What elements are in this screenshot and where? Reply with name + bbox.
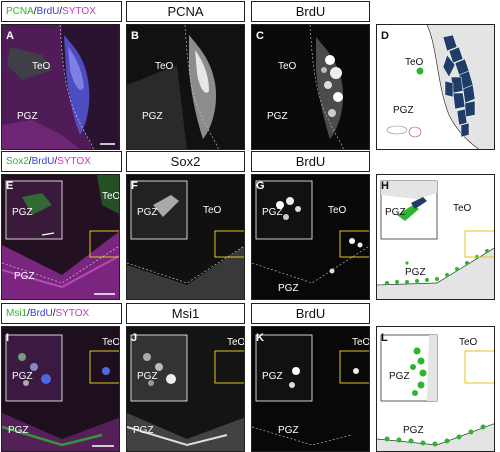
panel-h-schematic: H TeO PGZ PGZ <box>376 174 495 300</box>
header-label: BrdU <box>295 4 326 19</box>
region-label-pgz: PGZ <box>393 105 414 116</box>
header-merge-pcna: PCNA / BrdU / SYTOX <box>1 1 122 22</box>
panel-letter: L <box>381 332 388 344</box>
region-label-teo: TeO <box>32 61 51 72</box>
panel-c-image <box>252 25 369 149</box>
panel-letter: G <box>256 180 265 192</box>
header-pcna: PCNA <box>126 1 245 22</box>
region-label-pgz: PGZ <box>262 371 283 382</box>
header-brdu: BrdU <box>251 303 370 324</box>
header-label: PCNA <box>167 4 204 19</box>
panel-k-image <box>252 327 369 451</box>
region-label-teo: TeO <box>459 337 478 348</box>
panel-j: J TeO PGZ PGZ <box>126 326 245 452</box>
region-label-pgz: PGZ <box>389 371 410 382</box>
header-separator: / <box>27 308 30 319</box>
panel-h-drawing <box>377 180 494 299</box>
region-label-teo: TeO <box>405 57 424 68</box>
region-label-teo: TeO <box>203 205 222 216</box>
panel-c: C TeO PGZ <box>251 24 370 150</box>
panel-letter: F <box>131 180 138 192</box>
region-label-pgz: PGZ <box>133 425 154 436</box>
panel-e-image <box>2 175 119 299</box>
panel-d-schematic: D TeO PGZ <box>376 24 495 150</box>
panel-i: I TeO PGZ PGZ <box>1 326 120 452</box>
panel-b-image <box>127 25 244 149</box>
region-label-teo: TeO <box>453 203 472 214</box>
region-label-pgz: PGZ <box>12 207 33 218</box>
region-label-pgz: PGZ <box>405 267 426 278</box>
header-label-sytox: SYTOX <box>57 156 91 167</box>
header-label: BrdU <box>295 154 326 169</box>
panel-a-image <box>2 25 119 149</box>
panel-letter: K <box>256 332 264 344</box>
panel-d-drawing <box>386 25 494 149</box>
panel-l-drawing <box>377 334 494 451</box>
header-sox2: Sox2 <box>126 151 245 172</box>
header-merge-sox2: Sox2 / BrdU / SYTOX <box>1 151 122 172</box>
region-label-pgz: PGZ <box>403 425 424 436</box>
panel-letter: H <box>381 180 389 192</box>
panel-letter: D <box>381 30 389 42</box>
region-label-pgz: PGZ <box>267 111 288 122</box>
header-label: Msi1 <box>171 306 200 321</box>
region-label-teo: TeO <box>227 337 245 348</box>
region-label-pgz: PGZ <box>137 371 158 382</box>
header-separator: / <box>59 6 63 17</box>
header-label-brdu: BrdU <box>36 6 60 17</box>
panel-letter: I <box>6 332 10 344</box>
panel-letter: B <box>131 30 139 42</box>
panel-g: G TeO PGZ PGZ <box>251 174 370 300</box>
header-separator: / <box>52 308 56 319</box>
header-brdu: BrdU <box>251 151 370 172</box>
header-separator: / <box>33 6 37 17</box>
region-label-teo: TeO <box>278 61 297 72</box>
region-label-pgz: PGZ <box>262 207 283 218</box>
panel-letter: A <box>6 30 14 42</box>
panel-j-image <box>127 327 244 451</box>
region-label-teo: TeO <box>102 337 120 348</box>
header-separator: / <box>28 156 32 167</box>
region-label-pgz: PGZ <box>278 283 299 294</box>
header-brdu: BrdU <box>251 1 370 22</box>
region-label-pgz: PGZ <box>12 371 33 382</box>
panel-letter: J <box>131 332 138 344</box>
region-label-teo: TeO <box>102 191 120 202</box>
region-label-pgz: PGZ <box>8 425 29 436</box>
region-label-teo: TeO <box>352 337 370 348</box>
region-label-pgz: PGZ <box>14 271 35 282</box>
panel-b: B TeO PGZ <box>126 24 245 150</box>
region-label-pgz: PGZ <box>278 425 299 436</box>
region-label-teo: TeO <box>155 61 174 72</box>
panel-k: K TeO PGZ PGZ <box>251 326 370 452</box>
header-label-marker: Msi1 <box>6 308 28 319</box>
panel-e: E TeO PGZ PGZ <box>1 174 120 300</box>
region-label-pgz: PGZ <box>142 111 163 122</box>
header-label-sytox: SYTOX <box>62 6 96 17</box>
region-label-pgz: PGZ <box>17 111 38 122</box>
header-separator: / <box>54 156 58 167</box>
header-label-brdu: BrdU <box>31 156 55 167</box>
header-msi1: Msi1 <box>126 303 245 324</box>
header-label-sytox: SYTOX <box>55 308 90 319</box>
region-label-pgz: PGZ <box>385 207 406 218</box>
header-label: Sox2 <box>170 154 201 169</box>
header-label: BrdU <box>295 306 326 321</box>
panel-l-schematic: L TeO PGZ PGZ <box>376 326 495 452</box>
panel-f-image <box>127 175 244 299</box>
panel-a: A TeO PGZ <box>1 24 120 150</box>
region-label-pgz: PGZ <box>137 207 158 218</box>
panel-i-image <box>2 327 119 451</box>
header-merge-msi1: Msi1 / BrdU / SYTOX <box>1 303 122 324</box>
panel-g-image <box>252 175 369 299</box>
region-label-teo: TeO <box>328 205 347 216</box>
header-label-brdu: BrdU <box>29 308 53 319</box>
panel-letter: E <box>6 180 14 192</box>
header-label-marker: Sox2 <box>6 156 29 167</box>
panel-f: F TeO PGZ <box>126 174 245 300</box>
header-label-marker: PCNA <box>6 6 34 17</box>
panel-letter: C <box>256 30 264 42</box>
